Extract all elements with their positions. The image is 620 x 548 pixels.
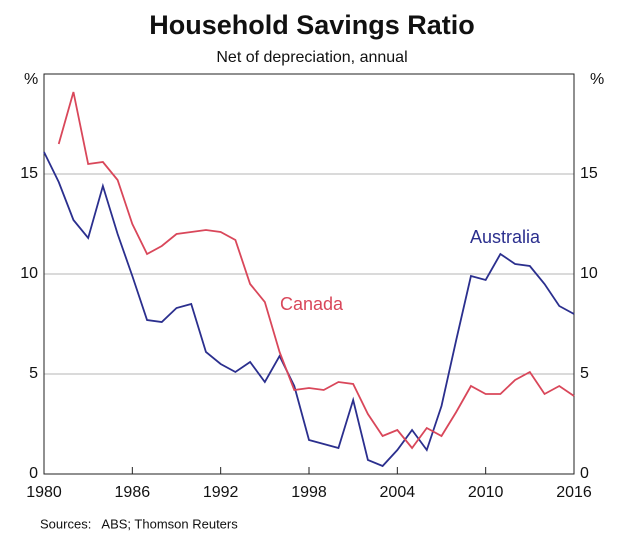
y2-tick-label: 15	[580, 165, 598, 182]
x-tick-label: 1986	[115, 484, 151, 501]
chart-title: Household Savings Ratio	[149, 10, 475, 40]
x-tick-label: 2016	[556, 484, 592, 501]
x-tick-label: 1998	[291, 484, 327, 501]
chart-subtitle: Net of depreciation, annual	[216, 49, 407, 66]
plot-frame	[43, 73, 575, 475]
x-tick-label: 2010	[468, 484, 504, 501]
series-label: Australia	[470, 227, 541, 247]
x-tick-label: 1980	[26, 484, 62, 501]
series-line	[43, 151, 575, 468]
y2-unit: %	[590, 71, 604, 88]
series-line	[57, 91, 575, 450]
series-label: Canada	[280, 294, 344, 314]
x-tick-label: 2004	[380, 484, 416, 501]
y-tick-label: 5	[29, 365, 38, 382]
y-tick-label: 10	[20, 265, 38, 282]
y2-tick-label: 0	[580, 465, 589, 482]
source: Sources: ABS; Thomson Reuters	[40, 516, 238, 531]
y-unit: %	[24, 71, 38, 88]
y2-tick-label: 10	[580, 265, 598, 282]
y2-tick-label: 5	[580, 365, 589, 382]
x-tick-label: 1992	[203, 484, 239, 501]
y-tick-label: 15	[20, 165, 38, 182]
y-tick-label: 0	[29, 465, 38, 482]
